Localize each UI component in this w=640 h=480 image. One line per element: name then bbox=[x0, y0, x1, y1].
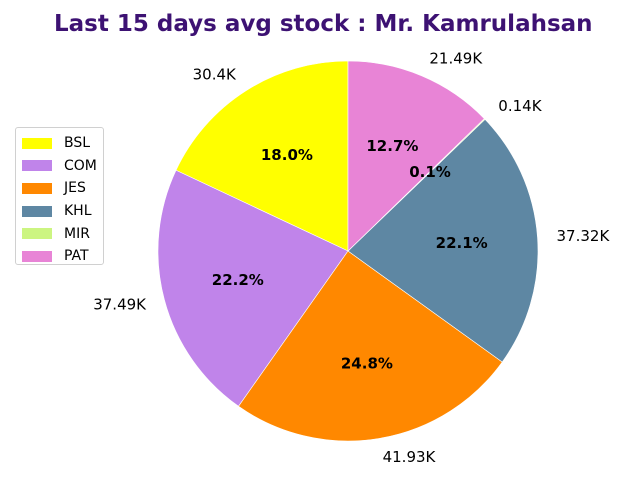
legend-item-mir: MIR bbox=[22, 222, 103, 245]
percent-label-com: 22.2% bbox=[212, 271, 264, 289]
pie-slice-bsl bbox=[175, 60, 349, 252]
legend-swatch bbox=[22, 250, 52, 262]
legend-label: KHL bbox=[64, 203, 92, 220]
value-label-pat: 21.49K bbox=[429, 50, 483, 68]
legend-swatch bbox=[22, 160, 52, 172]
pie-slice-pat bbox=[347, 60, 485, 252]
pie-labels: 18.0% 30.4K 22.2% 37.49K 24.8% 41.93K 22.1% 37.… bbox=[93, 50, 610, 467]
legend-swatch bbox=[22, 182, 52, 194]
legend-swatch bbox=[22, 205, 52, 217]
legend-label: PAT bbox=[64, 248, 89, 265]
legend-label: COM bbox=[64, 157, 97, 174]
percent-label-khl: 22.1% bbox=[436, 234, 488, 252]
legend-item-jes: JES bbox=[22, 177, 103, 200]
value-label-com: 37.49K bbox=[93, 296, 147, 314]
percent-label-mir: 0.1% bbox=[409, 163, 451, 181]
legend-label: BSL bbox=[64, 135, 91, 152]
legend-item-khl: KHL bbox=[22, 200, 103, 223]
legend-item-pat: PAT bbox=[22, 245, 103, 268]
pie-slice-com bbox=[157, 169, 349, 407]
chart-title: Last 15 days avg stock : Mr. Kamrulahsan bbox=[54, 11, 593, 37]
legend-label: MIR bbox=[64, 225, 90, 242]
legend-swatch bbox=[22, 228, 52, 240]
value-label-bsl: 30.4K bbox=[193, 66, 237, 84]
legend: BSL COM JES KHL MIR PAT bbox=[15, 127, 104, 265]
value-label-khl: 37.32K bbox=[557, 227, 611, 245]
pie-slice-jes bbox=[238, 250, 503, 442]
legend-item-bsl: BSL bbox=[22, 132, 103, 155]
percent-label-bsl: 18.0% bbox=[261, 146, 313, 164]
legend-label: JES bbox=[64, 180, 86, 197]
pie-slice-khl bbox=[347, 118, 539, 363]
percent-label-pat: 12.7% bbox=[366, 137, 418, 155]
pie-slices bbox=[157, 60, 539, 442]
percent-label-jes: 24.8% bbox=[341, 354, 393, 372]
value-label-mir: 0.14K bbox=[498, 97, 542, 115]
legend-swatch bbox=[22, 137, 52, 149]
value-label-jes: 41.93K bbox=[383, 448, 437, 466]
legend-item-com: COM bbox=[22, 155, 103, 178]
